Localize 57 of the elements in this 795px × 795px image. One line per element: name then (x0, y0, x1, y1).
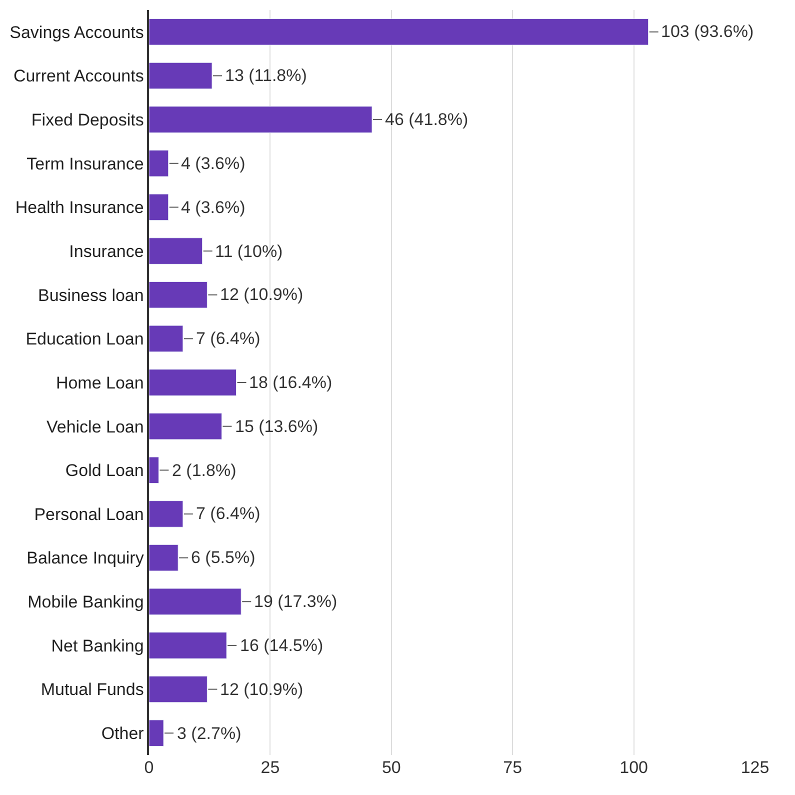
y-tick-label: Home Loan (56, 373, 144, 392)
y-tick-label: Mutual Funds (40, 680, 144, 700)
y-tick-label: Insurance (69, 242, 144, 261)
y-tick-label: Fixed Deposits (31, 110, 144, 130)
y-tick-label: Business loan (38, 286, 144, 305)
bar (149, 720, 164, 746)
data-label: 3 (2.7%) (177, 724, 242, 743)
y-tick-label: Other (101, 724, 144, 744)
data-label: 6 (5.5%) (191, 548, 256, 567)
bar (149, 632, 227, 659)
data-label: 15 (13.6%) (235, 417, 318, 436)
y-tick-label: Health Insurance (15, 198, 144, 218)
data-label: 4 (3.6%) (181, 198, 246, 217)
y-tick-label: Savings Accounts (10, 22, 144, 42)
data-label: 12 (10.9%) (220, 285, 304, 304)
bar (149, 369, 237, 396)
data-label: 2 (1.8%) (172, 461, 236, 480)
x-tick-label: 75 (503, 758, 522, 777)
y-tick-label: Net Banking (51, 636, 144, 656)
x-tick-label: 50 (382, 758, 401, 777)
x-tick-label: 125 (740, 758, 770, 777)
x-tick-label: 100 (620, 758, 648, 777)
bar (149, 281, 208, 308)
x-tick-label: 0 (144, 758, 154, 777)
y-tick-label: Balance Inquiry (26, 548, 144, 568)
y-tick-label: Personal Loan (34, 504, 144, 524)
data-label: 7 (6.4%) (196, 504, 260, 523)
bar (149, 62, 212, 90)
bar (149, 18, 649, 46)
data-label: 19 (17.3%) (254, 592, 338, 611)
bar (149, 325, 184, 352)
bar (149, 544, 178, 572)
data-label: 13 (11.8%) (225, 66, 307, 85)
data-label: 46 (41.8%) (385, 110, 468, 129)
bar (149, 588, 242, 616)
bar (149, 150, 169, 177)
bar (149, 194, 169, 221)
data-label: 12 (10.9%) (220, 680, 304, 699)
data-label: 11 (10%) (215, 242, 283, 261)
bar (149, 500, 184, 528)
bar (149, 456, 159, 484)
y-tick-label: Gold Loan (65, 461, 144, 480)
bar (149, 412, 222, 440)
data-label: 103 (93.6%) (661, 22, 754, 41)
bar (149, 106, 372, 133)
bar (149, 238, 203, 264)
y-tick-label: Mobile Banking (28, 592, 144, 612)
y-tick-label: Education Loan (26, 330, 144, 349)
data-label: 16 (14.5%) (240, 636, 324, 655)
data-label: 7 (6.4%) (196, 329, 260, 348)
y-tick-label: Current Accounts (13, 66, 144, 86)
y-tick-label: Term Insurance (26, 154, 144, 174)
bar (149, 676, 208, 703)
data-label: 4 (3.6%) (181, 154, 246, 173)
x-tick-label: 25 (260, 758, 280, 777)
y-tick-label: Vehicle Loan (46, 417, 144, 436)
data-label: 18 (16.4%) (249, 373, 332, 392)
